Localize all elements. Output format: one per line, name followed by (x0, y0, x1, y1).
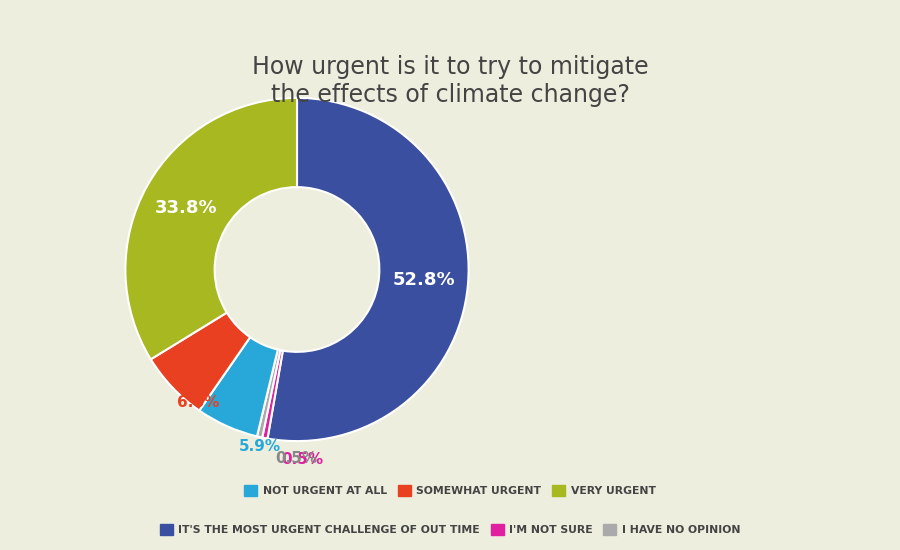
Wedge shape (262, 350, 283, 438)
Wedge shape (151, 312, 250, 410)
Text: 0.5%: 0.5% (275, 451, 318, 466)
Wedge shape (199, 337, 278, 436)
Wedge shape (257, 350, 280, 438)
Legend: NOT URGENT AT ALL, SOMEWHAT URGENT, VERY URGENT: NOT URGENT AT ALL, SOMEWHAT URGENT, VERY… (240, 481, 660, 500)
Text: 33.8%: 33.8% (155, 199, 218, 217)
Text: 6.6%: 6.6% (176, 395, 219, 410)
Text: 52.8%: 52.8% (392, 272, 454, 289)
Legend: IT'S THE MOST URGENT CHALLENGE OF OUT TIME, I'M NOT SURE, I HAVE NO OPINION: IT'S THE MOST URGENT CHALLENGE OF OUT TI… (156, 519, 744, 539)
Text: How urgent is it to try to mitigate
the effects of climate change?: How urgent is it to try to mitigate the … (252, 55, 648, 107)
Text: 5.9%: 5.9% (238, 439, 281, 454)
Wedge shape (267, 98, 469, 441)
Text: 0.5%: 0.5% (282, 453, 323, 468)
Wedge shape (125, 98, 297, 359)
